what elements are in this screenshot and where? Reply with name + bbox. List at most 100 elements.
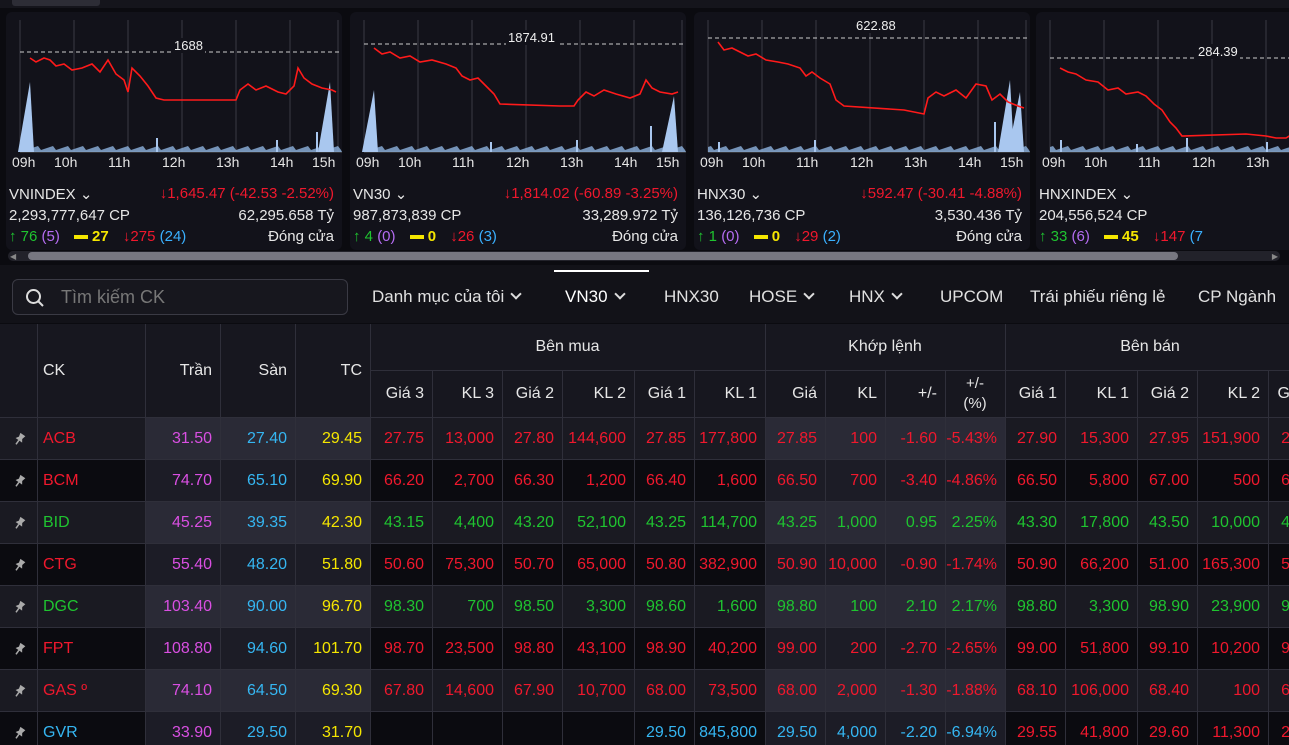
scroll-right-icon[interactable]: ▶: [1271, 252, 1278, 261]
bid-kl1[interactable]: 114,700: [700, 514, 757, 531]
bid-gia3[interactable]: 43.15: [383, 514, 424, 531]
bid-kl3[interactable]: 75,300: [445, 556, 494, 573]
ask-skl1[interactable]: 66,200: [1080, 556, 1129, 573]
ask-sgia3[interactable]: 5: [1281, 556, 1289, 573]
table-row[interactable]: ACB 31.50 27.40 29.45 27.75 13,000 27.80 144,60…: [0, 418, 1289, 460]
tab-danh-mục-của-tôi[interactable]: Danh mục của tôi: [372, 287, 522, 307]
ask-skl1[interactable]: 106,000: [1071, 682, 1129, 699]
tab-hose[interactable]: HOSE: [749, 287, 815, 307]
tab-cp-ngành[interactable]: CP Ngành: [1198, 287, 1276, 307]
ask-skl1[interactable]: 41,800: [1080, 724, 1129, 741]
tab-vn30[interactable]: VN30: [565, 287, 626, 307]
chevron-down-icon[interactable]: ⌄: [390, 186, 408, 203]
chevron-down-icon[interactable]: [891, 288, 903, 300]
bid-gia3[interactable]: 27.75: [383, 430, 424, 447]
bid-kl3[interactable]: 14,600: [445, 682, 494, 699]
tab-trái-phiếu-riêng-lẻ[interactable]: Trái phiếu riêng lẻ: [1030, 287, 1165, 307]
pin-icon[interactable]: [8, 682, 29, 704]
bid-gia2[interactable]: 67.90: [513, 682, 554, 699]
search-box[interactable]: [12, 279, 348, 315]
bid-gia1[interactable]: 66.40: [645, 472, 686, 489]
ask-sgia3[interactable]: 9: [1281, 598, 1289, 615]
bid-gia2[interactable]: 50.70: [513, 556, 554, 573]
bid-kl2[interactable]: 65,000: [577, 556, 626, 573]
ask-skl1[interactable]: 51,800: [1080, 640, 1129, 657]
ask-sgia2[interactable]: 68.40: [1148, 682, 1189, 699]
index-card-hnxindex[interactable]: 284.39 09h 10h 11h 12h 13h HNXINDEX ⌄↓272.48 (…: [1036, 12, 1289, 250]
chevron-down-icon[interactable]: ⌄: [745, 186, 763, 203]
bid-gia1[interactable]: 98.60: [645, 598, 686, 615]
table-row[interactable]: CTG 55.40 48.20 51.80 50.60 75,300 50.70 65,000…: [0, 544, 1289, 586]
bid-gia1[interactable]: 98.90: [645, 640, 686, 657]
ask-skl2[interactable]: 151,900: [1202, 430, 1260, 447]
ask-sgia2[interactable]: 27.95: [1148, 430, 1189, 447]
ask-skl1[interactable]: 17,800: [1080, 514, 1129, 531]
ask-sgia3[interactable]: 2: [1281, 430, 1289, 447]
search-input[interactable]: [61, 280, 341, 314]
bid-kl3[interactable]: [432, 712, 502, 745]
ask-sgia2[interactable]: 99.10: [1148, 640, 1189, 657]
bid-kl1[interactable]: 382,900: [699, 556, 757, 573]
bid-gia3[interactable]: 50.60: [383, 556, 424, 573]
tab-upcom[interactable]: UPCOM: [940, 287, 1003, 307]
index-name[interactable]: VNINDEX ⌄: [9, 185, 92, 203]
bid-kl2[interactable]: 144,600: [568, 430, 626, 447]
pin-icon[interactable]: [8, 472, 29, 494]
bid-gia1[interactable]: 68.00: [645, 682, 686, 699]
bid-kl2[interactable]: 10,700: [577, 682, 626, 699]
bid-gia2[interactable]: 98.50: [513, 598, 554, 615]
index-card-vnindex[interactable]: 1688 09h 10h 11h 12h 13h 14h 15h VNINDEX ⌄ ↓1,645…: [6, 12, 342, 250]
bid-kl3[interactable]: 2,700: [453, 472, 494, 489]
bid-gia1[interactable]: 29.50: [645, 724, 686, 741]
bid-gia2[interactable]: 66.30: [513, 472, 554, 489]
bid-gia1[interactable]: 27.85: [645, 430, 686, 447]
ask-sgia3[interactable]: 6: [1281, 682, 1289, 699]
bid-kl1[interactable]: 845,800: [699, 724, 757, 741]
ask-sgia3[interactable]: 9: [1281, 640, 1289, 657]
ask-sgia2[interactable]: 29.60: [1148, 724, 1189, 741]
ask-sgia1[interactable]: 29.55: [1016, 724, 1057, 741]
ask-sgia1[interactable]: 43.30: [1016, 514, 1057, 531]
bid-kl3[interactable]: 4,400: [453, 514, 494, 531]
ask-skl2[interactable]: 165,300: [1202, 556, 1260, 573]
ask-sgia1[interactable]: 99.00: [1016, 640, 1057, 657]
index-name[interactable]: VN30 ⌄: [353, 185, 407, 203]
bid-kl1[interactable]: 40,200: [708, 640, 757, 657]
ask-skl2[interactable]: 23,900: [1211, 598, 1260, 615]
pin-icon[interactable]: [8, 430, 29, 452]
bid-gia3[interactable]: 66.20: [383, 472, 424, 489]
bid-gia2[interactable]: 43.20: [513, 514, 554, 531]
bid-kl3[interactable]: 700: [467, 598, 494, 615]
bid-gia1[interactable]: 50.80: [645, 556, 686, 573]
index-card-vn30[interactable]: 1874.91 09h 10h 11h 12h 13h 14h 15h VN30 ⌄ ↓1,814…: [350, 12, 686, 250]
index-card-hnx30[interactable]: 622.88 09h 10h 11h 12h 13h 14h 15h HNX30 ⌄ ↓592.4…: [694, 12, 1030, 250]
pin-icon[interactable]: [8, 724, 29, 745]
bid-kl2[interactable]: 3,300: [585, 598, 626, 615]
bid-gia1[interactable]: 43.25: [645, 514, 686, 531]
bid-kl1[interactable]: 1,600: [716, 472, 757, 489]
ask-sgia3[interactable]: 6: [1281, 472, 1289, 489]
bid-kl1[interactable]: 1,600: [716, 598, 757, 615]
tab-hnx30[interactable]: HNX30: [664, 287, 719, 307]
ask-sgia1[interactable]: 68.10: [1016, 682, 1057, 699]
symbol[interactable]: BID: [43, 514, 70, 531]
ask-sgia1[interactable]: 27.90: [1016, 430, 1057, 447]
bid-gia2[interactable]: [502, 712, 562, 745]
tab-hnx[interactable]: HNX: [849, 287, 903, 307]
ask-sgia2[interactable]: 67.00: [1148, 472, 1189, 489]
bid-gia3[interactable]: 98.70: [383, 640, 424, 657]
ask-sgia1[interactable]: 98.80: [1016, 598, 1057, 615]
ask-sgia3[interactable]: 4: [1281, 514, 1289, 531]
ask-skl1[interactable]: 5,800: [1088, 472, 1129, 489]
bid-kl3[interactable]: 23,500: [445, 640, 494, 657]
bid-kl2[interactable]: 1,200: [585, 472, 626, 489]
ask-sgia1[interactable]: 66.50: [1016, 472, 1057, 489]
ask-sgia2[interactable]: 98.90: [1148, 598, 1189, 615]
bid-kl1[interactable]: 73,500: [708, 682, 757, 699]
scroll-left-icon[interactable]: ◀: [10, 252, 17, 261]
ask-skl1[interactable]: 15,300: [1080, 430, 1129, 447]
ask-sgia2[interactable]: 51.00: [1148, 556, 1189, 573]
bid-gia2[interactable]: 98.80: [513, 640, 554, 657]
chevron-down-icon[interactable]: [803, 288, 815, 300]
ask-sgia3[interactable]: 2: [1281, 724, 1289, 741]
